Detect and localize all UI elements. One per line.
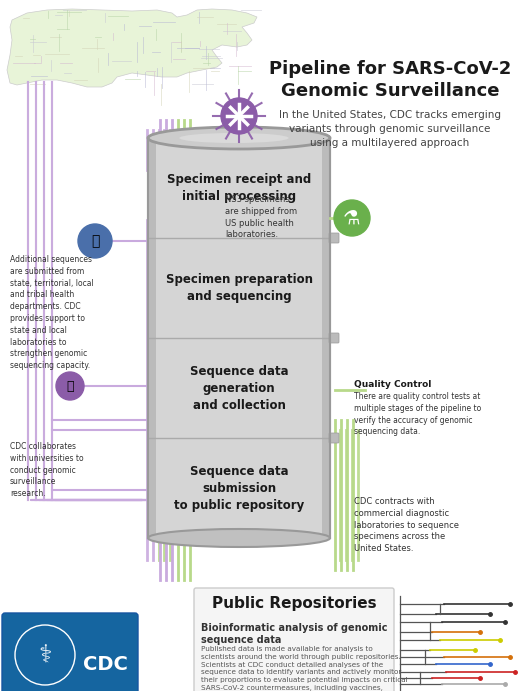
Text: Published data is made available for analysis to
scientists around the world thr: Published data is made available for ana… bbox=[201, 646, 407, 691]
Polygon shape bbox=[7, 9, 257, 87]
Circle shape bbox=[78, 224, 112, 258]
FancyBboxPatch shape bbox=[2, 613, 138, 691]
Ellipse shape bbox=[148, 529, 330, 547]
Text: Bioinformatic analysis of genomic
sequence data: Bioinformatic analysis of genomic sequen… bbox=[201, 623, 388, 645]
Ellipse shape bbox=[179, 133, 289, 143]
FancyBboxPatch shape bbox=[194, 588, 394, 691]
FancyBboxPatch shape bbox=[148, 138, 330, 538]
Text: 🏛: 🏛 bbox=[91, 234, 99, 248]
Text: 🕊: 🕊 bbox=[66, 379, 74, 392]
Text: There are quality control tests at
multiple stages of the pipeline to
verify the: There are quality control tests at multi… bbox=[354, 392, 481, 437]
Text: Specimen receipt and
initial processing: Specimen receipt and initial processing bbox=[167, 173, 311, 203]
Text: ⚕: ⚕ bbox=[38, 643, 52, 667]
Text: Sequence data
generation
and collection: Sequence data generation and collection bbox=[190, 364, 288, 412]
Text: Public Repositories: Public Repositories bbox=[212, 596, 376, 611]
Ellipse shape bbox=[148, 127, 330, 149]
Circle shape bbox=[221, 98, 257, 134]
FancyBboxPatch shape bbox=[329, 433, 339, 443]
FancyBboxPatch shape bbox=[322, 138, 330, 538]
Circle shape bbox=[56, 372, 84, 400]
Text: Specimen preparation
and sequencing: Specimen preparation and sequencing bbox=[166, 273, 313, 303]
Text: CDC collaborates
with universities to
conduct genomic
surveillance
research.: CDC collaborates with universities to co… bbox=[10, 442, 84, 498]
Text: Additional sequences
are submitted from
state, territorial, local
and tribal hea: Additional sequences are submitted from … bbox=[10, 255, 94, 370]
Text: Sequence data
submission
to public repository: Sequence data submission to public repos… bbox=[174, 464, 304, 511]
Text: In the United States, CDC tracks emerging
variants through genomic surveillance
: In the United States, CDC tracks emergin… bbox=[279, 110, 501, 148]
Text: CDC contracts with
commercial diagnostic
laboratories to sequence
specimens acro: CDC contracts with commercial diagnostic… bbox=[354, 497, 459, 553]
Circle shape bbox=[334, 200, 370, 236]
Text: CDC: CDC bbox=[82, 656, 128, 674]
FancyBboxPatch shape bbox=[148, 138, 156, 538]
Text: Quality Control: Quality Control bbox=[354, 380, 431, 389]
FancyBboxPatch shape bbox=[329, 233, 339, 243]
FancyBboxPatch shape bbox=[329, 333, 339, 343]
Text: Pipeline for SARS-CoV-2
Genomic Surveillance: Pipeline for SARS-CoV-2 Genomic Surveill… bbox=[269, 60, 511, 100]
Text: ⚗: ⚗ bbox=[343, 209, 361, 227]
Text: NS3 specimens
are shipped from
US public health
laboratories.: NS3 specimens are shipped from US public… bbox=[225, 195, 297, 239]
